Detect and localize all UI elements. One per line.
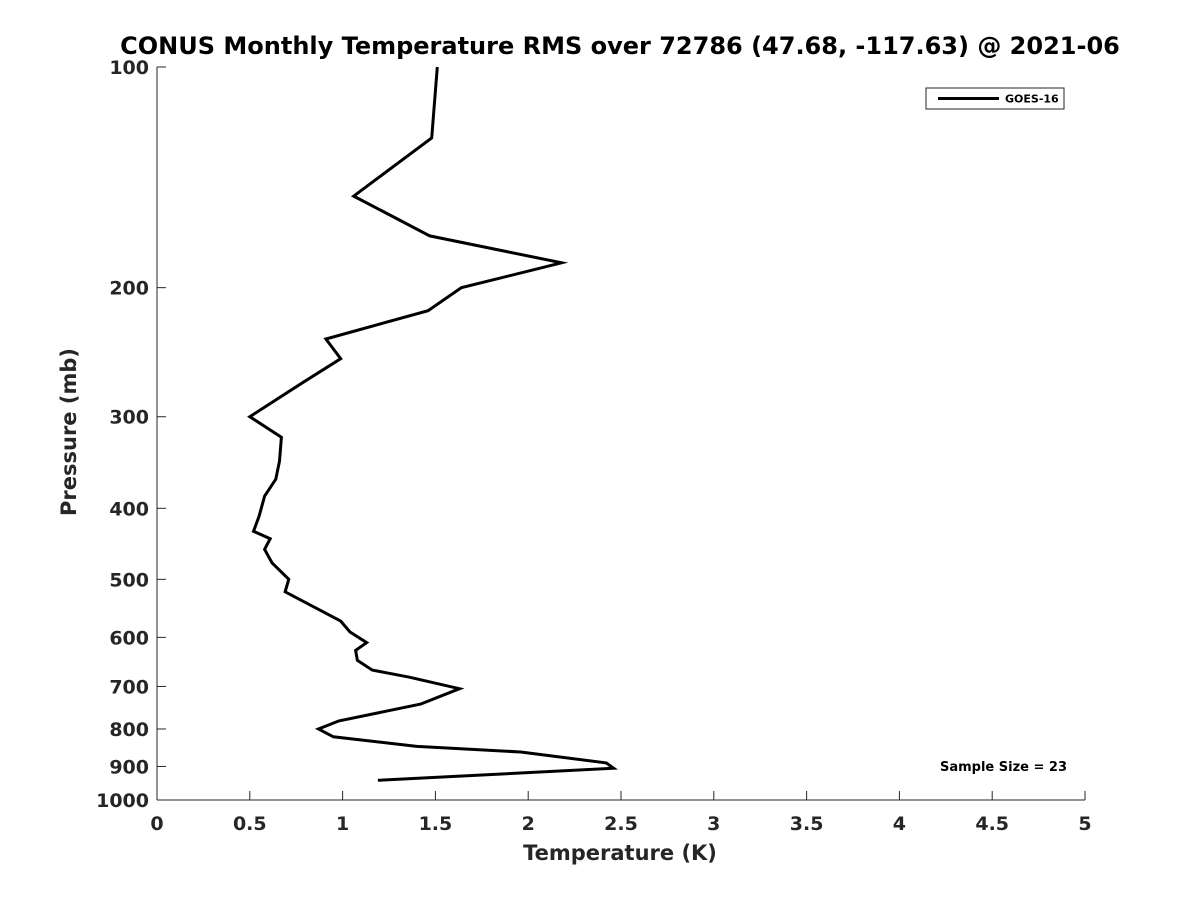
y-axis-label: Pressure (mb) bbox=[57, 348, 81, 516]
x-tick-label: 3 bbox=[707, 813, 720, 835]
legend-label: GOES-16 bbox=[1005, 93, 1059, 106]
sample-size-annotation: Sample Size = 23 bbox=[940, 760, 1067, 775]
y-tick-label: 200 bbox=[109, 278, 149, 300]
y-tick-label: 100 bbox=[109, 57, 149, 79]
x-tick-label: 3.5 bbox=[790, 813, 824, 835]
x-tick-label: 2 bbox=[522, 813, 535, 835]
series-line-goes-16 bbox=[247, 66, 618, 782]
y-tick-label: 600 bbox=[109, 627, 149, 649]
y-tick-label: 900 bbox=[109, 756, 149, 778]
chart-title: CONUS Monthly Temperature RMS over 72786… bbox=[120, 32, 1120, 60]
plot-area: 0 0.5 1 1.5 2 2.5 3 3.5 4 4.5 5 100 200 300 400 500 600 7… bbox=[96, 57, 1092, 835]
y-tick-label: 300 bbox=[109, 407, 149, 429]
x-tick-label: 1 bbox=[336, 813, 349, 835]
x-tick-label: 5 bbox=[1078, 813, 1091, 835]
x-axis-label: Temperature (K) bbox=[523, 841, 717, 865]
y-tick-label: 700 bbox=[109, 676, 149, 698]
x-tick-label: 0 bbox=[150, 813, 163, 835]
y-tick-label: 400 bbox=[109, 498, 149, 520]
y-tick-label: 500 bbox=[109, 569, 149, 591]
x-tick-label: 2.5 bbox=[604, 813, 638, 835]
legend: GOES-16 bbox=[925, 87, 1065, 110]
y-tick-label: 1000 bbox=[96, 790, 149, 812]
x-tick-label: 4 bbox=[893, 813, 906, 835]
x-tick-label: 0.5 bbox=[233, 813, 267, 835]
x-tick-label: 4.5 bbox=[975, 813, 1009, 835]
y-tick-label: 800 bbox=[109, 719, 149, 741]
x-tick-label: 1.5 bbox=[419, 813, 453, 835]
